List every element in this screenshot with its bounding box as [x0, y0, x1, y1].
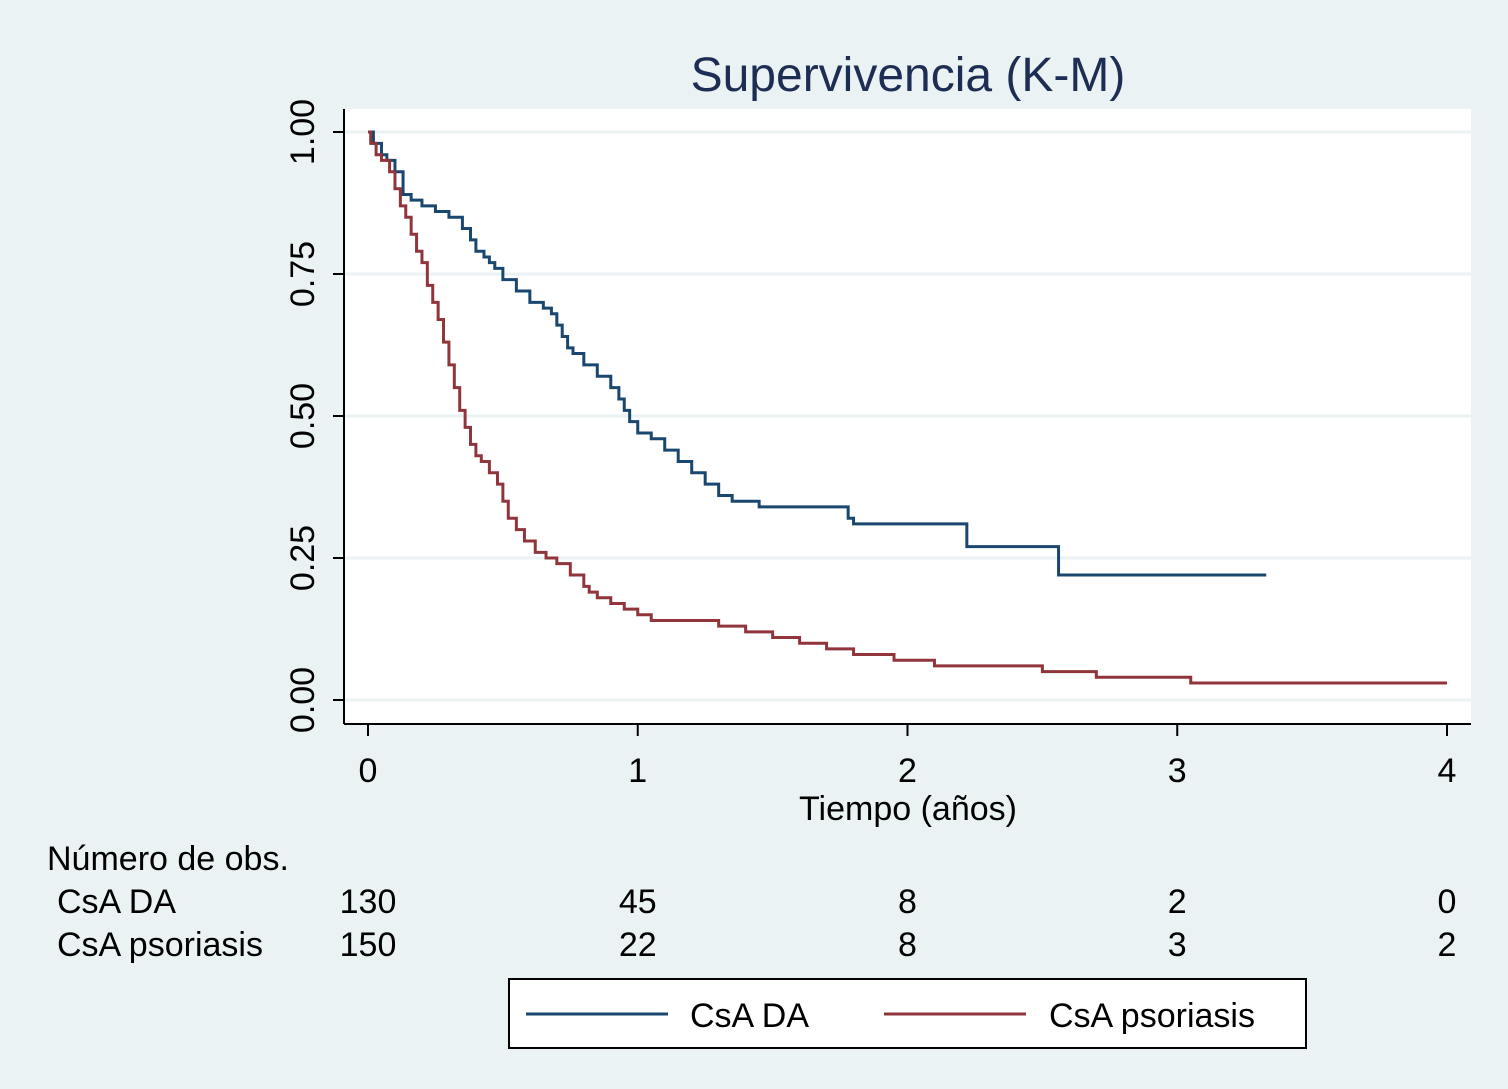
series-line-csa-psoriasis — [368, 130, 1447, 685]
x-tick-label: 2 — [898, 752, 917, 790]
series-line-csa-da — [368, 130, 1267, 577]
x-tick-label: 0 — [359, 752, 378, 790]
risk-count: 8 — [898, 926, 917, 964]
x-tick-label: 4 — [1438, 752, 1457, 790]
x-axis-label: Tiempo (años) — [799, 790, 1017, 828]
risk-table-header: Número de obs. — [47, 840, 289, 878]
risk-count: 3 — [1168, 926, 1187, 964]
legend-label-csa-psoriasis: CsA psoriasis — [1049, 997, 1255, 1035]
gridlines — [344, 130, 1471, 702]
legend: CsA DA CsA psoriasis — [508, 978, 1307, 1049]
risk-count: 130 — [340, 883, 397, 921]
risk-row-label: CsA DA — [57, 883, 176, 921]
risk-count: 0 — [1438, 883, 1457, 921]
y-axis-ticks: 0.00 0.25 0.50 0.75 1.00 — [284, 99, 344, 733]
survival-curves — [368, 130, 1447, 685]
risk-count: 150 — [340, 926, 397, 964]
risk-count: 2 — [1168, 883, 1187, 921]
y-tick-label: 1.00 — [284, 99, 322, 165]
x-axis-ticks: 0 1 2 3 4 — [359, 724, 1457, 790]
risk-count: 22 — [619, 926, 657, 964]
legend-label-csa-da: CsA DA — [690, 997, 809, 1035]
risk-table: CsA DA 130 45 8 2 0 CsA psoriasis 150 22 8 3 2 — [57, 883, 1456, 964]
x-tick-label: 1 — [628, 752, 647, 790]
x-tick-label: 3 — [1168, 752, 1187, 790]
y-tick-label: 0.50 — [284, 383, 322, 449]
y-tick-label: 0.75 — [284, 241, 322, 307]
y-tick-label: 0.00 — [284, 667, 322, 733]
risk-row-label: CsA psoriasis — [57, 926, 263, 964]
risk-count: 8 — [898, 883, 917, 921]
risk-count: 45 — [619, 883, 657, 921]
risk-count: 2 — [1438, 926, 1457, 964]
chart-title: Supervivencia (K-M) — [691, 49, 1126, 102]
y-tick-label: 0.25 — [284, 525, 322, 591]
